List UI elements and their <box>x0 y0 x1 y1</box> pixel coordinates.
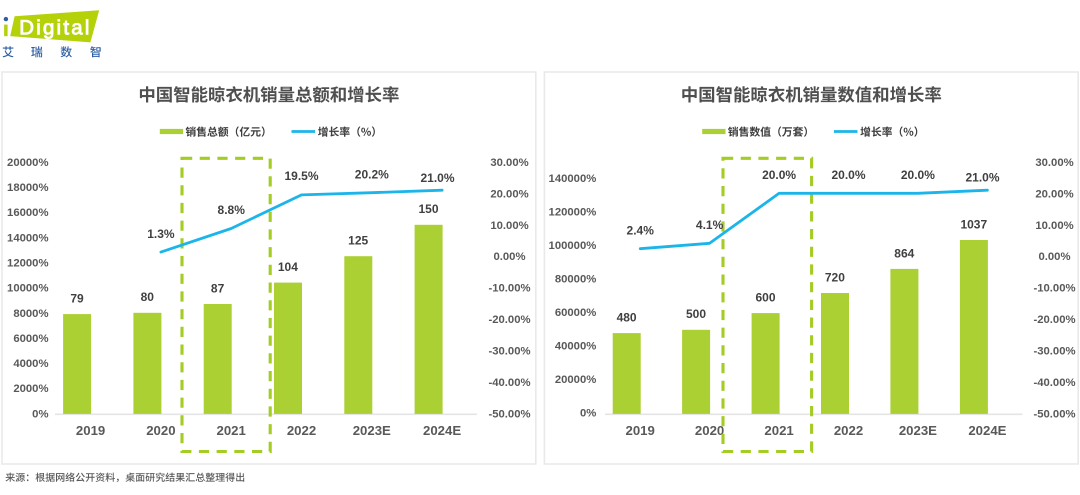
svg-text:-20.00%: -20.00% <box>1033 314 1075 326</box>
svg-text:-20.00%: -20.00% <box>488 314 530 326</box>
svg-text:2022: 2022 <box>834 423 863 438</box>
svg-text:0.00%: 0.00% <box>1038 251 1070 263</box>
svg-text:18000%: 18000% <box>7 182 48 194</box>
svg-text:2020: 2020 <box>695 423 724 438</box>
svg-text:2024E: 2024E <box>423 423 461 438</box>
svg-text:0%: 0% <box>580 407 596 419</box>
svg-text:20000%: 20000% <box>7 157 48 169</box>
svg-text:140000%: 140000% <box>549 173 597 185</box>
svg-text:0%: 0% <box>32 408 48 420</box>
svg-text:2024E: 2024E <box>968 423 1006 438</box>
svg-text:4.1%: 4.1% <box>696 218 724 232</box>
svg-text:-30.00%: -30.00% <box>1033 346 1075 358</box>
svg-text:87: 87 <box>211 281 225 295</box>
svg-text:2000%: 2000% <box>13 383 48 395</box>
svg-text:6000%: 6000% <box>13 333 48 345</box>
svg-text:2021: 2021 <box>764 423 793 438</box>
svg-text:80: 80 <box>141 290 155 304</box>
svg-text:2020: 2020 <box>146 423 175 438</box>
svg-text:2023E: 2023E <box>899 423 937 438</box>
svg-text:30.00%: 30.00% <box>490 157 528 169</box>
svg-text:14000%: 14000% <box>7 232 48 244</box>
svg-text:2.4%: 2.4% <box>627 223 655 237</box>
svg-text:1.3%: 1.3% <box>147 227 175 241</box>
svg-text:40000%: 40000% <box>555 340 596 352</box>
svg-text:-50.00%: -50.00% <box>488 408 530 420</box>
svg-text:8000%: 8000% <box>13 308 48 320</box>
svg-text:480: 480 <box>617 311 637 325</box>
svg-text:150: 150 <box>418 202 438 216</box>
svg-text:10.00%: 10.00% <box>490 220 528 232</box>
svg-text:-30.00%: -30.00% <box>488 346 530 358</box>
svg-text:-40.00%: -40.00% <box>1033 377 1075 389</box>
svg-text:-40.00%: -40.00% <box>488 377 530 389</box>
svg-text:104: 104 <box>278 260 298 274</box>
svg-text:125: 125 <box>348 234 368 248</box>
svg-text:100000%: 100000% <box>549 240 597 252</box>
svg-text:20000%: 20000% <box>555 374 596 386</box>
svg-text:2021: 2021 <box>217 423 246 438</box>
svg-text:864: 864 <box>894 246 914 260</box>
svg-text:2019: 2019 <box>626 423 655 438</box>
svg-text:-10.00%: -10.00% <box>488 283 530 295</box>
svg-text:21.0%: 21.0% <box>420 171 454 185</box>
svg-text:2022: 2022 <box>287 423 316 438</box>
svg-text:8.8%: 8.8% <box>218 203 246 217</box>
svg-text:4000%: 4000% <box>13 358 48 370</box>
svg-text:2023E: 2023E <box>353 423 391 438</box>
svg-text:60000%: 60000% <box>555 307 596 319</box>
svg-text:10.00%: 10.00% <box>1035 220 1073 232</box>
svg-text:120000%: 120000% <box>549 207 597 219</box>
svg-text:500: 500 <box>686 307 706 321</box>
svg-text:30.00%: 30.00% <box>1035 157 1073 169</box>
svg-text:16000%: 16000% <box>7 207 48 219</box>
svg-text:720: 720 <box>825 270 845 284</box>
svg-text:20.0%: 20.0% <box>762 168 796 182</box>
svg-text:80000%: 80000% <box>555 273 596 285</box>
svg-text:20.00%: 20.00% <box>1035 188 1073 200</box>
svg-text:-10.00%: -10.00% <box>1033 283 1075 295</box>
svg-text:10000%: 10000% <box>7 283 48 295</box>
svg-text:600: 600 <box>755 291 775 305</box>
svg-text:1037: 1037 <box>960 217 987 231</box>
svg-text:20.00%: 20.00% <box>490 188 528 200</box>
svg-text:0.00%: 0.00% <box>493 251 525 263</box>
svg-text:2019: 2019 <box>76 423 105 438</box>
svg-text:20.0%: 20.0% <box>901 168 935 182</box>
svg-text:20.0%: 20.0% <box>831 168 865 182</box>
svg-text:-50.00%: -50.00% <box>1033 408 1075 420</box>
svg-text:19.5%: 19.5% <box>284 169 318 183</box>
svg-text:12000%: 12000% <box>7 258 48 270</box>
svg-text:79: 79 <box>70 292 84 306</box>
svg-text:21.0%: 21.0% <box>965 171 999 185</box>
svg-text:20.2%: 20.2% <box>355 167 389 181</box>
